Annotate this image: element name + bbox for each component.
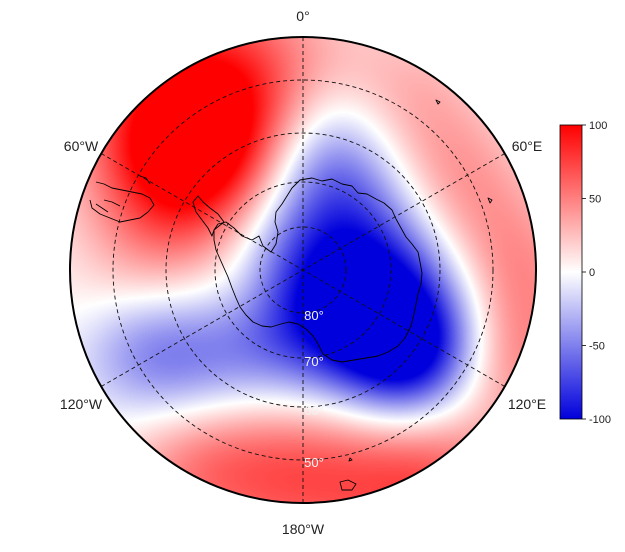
meridian-60e-120w — [100, 153, 506, 387]
antarctic-peninsula — [192, 195, 225, 237]
south-america-coastline-2 — [103, 175, 151, 207]
island-south-georgia — [487, 197, 493, 204]
colorbar-tick-label-2: 0 — [589, 267, 595, 279]
lat-label-70: 70° — [304, 354, 324, 369]
lon-label-120e: 120°E — [508, 396, 546, 412]
latitude-labels: 80° 70° 60° 50° — [304, 308, 324, 470]
graticule — [100, 37, 506, 503]
lat-circle-50 — [112, 79, 494, 461]
lat-circle-60 — [165, 132, 441, 408]
colorbar-ticks: 100 50 0 -50 -100 — [582, 120, 611, 426]
colorbar: 100 50 0 -50 -100 — [559, 120, 611, 426]
map-boundary — [69, 36, 537, 504]
longitude-labels: 0° 60°E 120°E 180°W 120°W 60°W — [60, 8, 546, 537]
lon-label-120w: 120°W — [60, 396, 103, 412]
lon-label-60w: 60°W — [64, 138, 99, 154]
lat-label-50: 50° — [304, 455, 324, 470]
lat-circle-80 — [259, 226, 347, 314]
antarctica-coastline — [213, 177, 423, 363]
island-macquarie — [339, 479, 357, 491]
lon-label-60e: 60°E — [512, 138, 543, 154]
lon-label-180w: 180°W — [282, 521, 325, 537]
lon-label-0: 0° — [296, 8, 309, 24]
coastlines — [89, 99, 493, 491]
colorbar-tick-label-0: 100 — [589, 120, 607, 132]
island-small — [348, 457, 353, 462]
colorbar-ramp — [559, 124, 583, 420]
lat-label-60: 60° — [304, 403, 324, 418]
colorbar-tick-label-4: -100 — [589, 414, 611, 426]
south-america-coastline — [89, 181, 155, 223]
island-kerguelen — [435, 99, 441, 105]
colorbar-tick-label-1: 50 — [589, 194, 601, 206]
lat-label-80: 80° — [304, 308, 324, 323]
colorbar-tick-label-3: -50 — [589, 341, 605, 353]
lat-circle-70 — [214, 181, 392, 359]
